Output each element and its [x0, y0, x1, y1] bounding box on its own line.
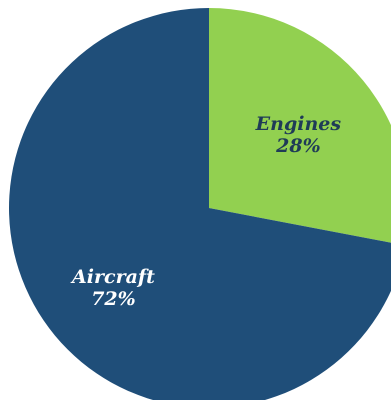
pie-slice-engines: [209, 8, 391, 243]
pie-slice-aircraft: [9, 8, 391, 400]
slice-value-label: 28%: [275, 135, 321, 157]
slice-value-label: 72%: [91, 288, 136, 310]
pie-slices: [9, 8, 391, 400]
slice-name-label: Aircraft: [70, 266, 155, 288]
slice-name-label: Engines: [255, 113, 342, 135]
